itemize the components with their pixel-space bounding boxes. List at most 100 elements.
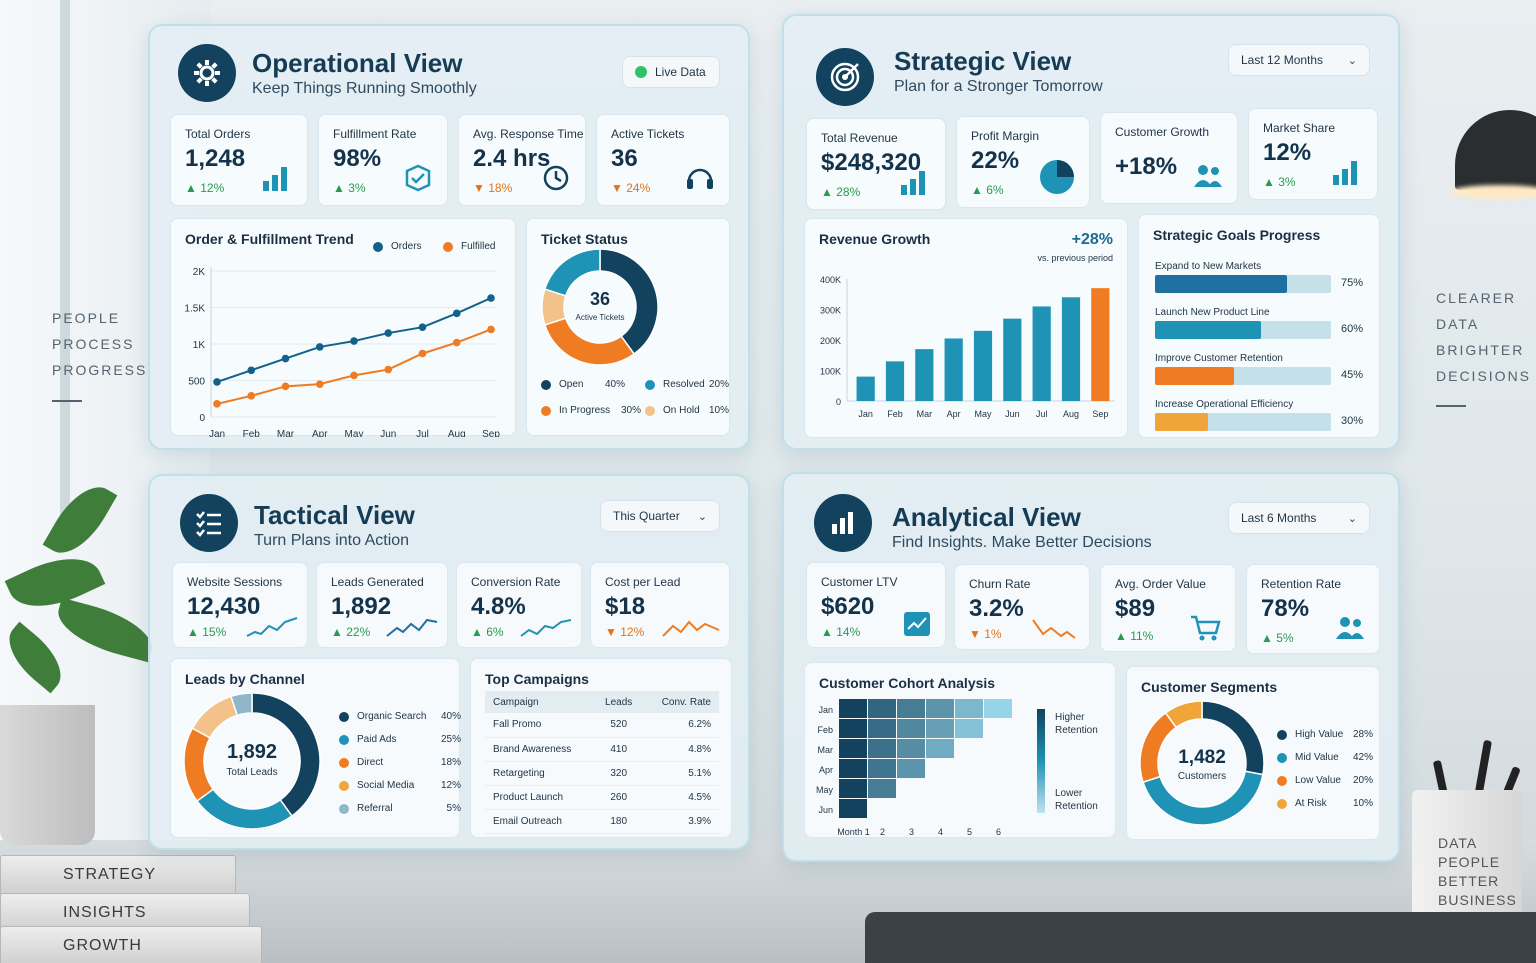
segment-donut-chart [1139, 700, 1265, 826]
table-row[interactable]: Product Launch 260 4.5% [485, 785, 719, 810]
table-row[interactable]: Brand Awareness 410 4.8% [485, 737, 719, 762]
kpi-delta-value: 3% [348, 181, 366, 195]
kpi-card[interactable]: Fulfillment Rate 98% ▲ 3% [318, 114, 448, 206]
legend-dot [373, 241, 383, 252]
side-line: DECISIONS [1436, 368, 1532, 384]
live-data-badge[interactable]: Live Data [622, 56, 720, 88]
donut-center-value: 1,482 [1178, 747, 1226, 768]
kpi-delta-value: 18% [488, 181, 513, 195]
table-cell: Fall Promo [485, 713, 594, 738]
data-point [281, 354, 290, 363]
revenue-bar-chart: 400K 300K 200K 100K 0 Jan Feb Mar Apr May Jun Jul Au… [820, 275, 1115, 419]
kpi-card[interactable]: Website Sessions 12,430 ▲ 15% [172, 562, 308, 648]
legend-orders: Orders [373, 241, 422, 252]
row-label: Mar [818, 745, 834, 755]
kpi-card[interactable]: Total Revenue $248,320 ▲ 28% [806, 118, 946, 210]
kpi-delta: ▲ 22% [331, 625, 371, 639]
strategic-panel: Strategic View Plan for a Stronger Tomor… [782, 14, 1400, 450]
donut-slice [183, 727, 215, 803]
table-row[interactable]: Fall Promo 520 6.2% [485, 713, 719, 738]
table-cell: Brand Awareness [485, 737, 594, 762]
dropdown-label: Last 12 Months [1241, 53, 1324, 67]
legend-dot [339, 803, 349, 814]
donut-center-label: Active Tickets [575, 313, 625, 322]
sparkline-icon [520, 619, 572, 637]
date-range-dropdown[interactable]: Last 6 Months ⌄ [1228, 502, 1370, 534]
kpi-delta-value: 28% [836, 185, 861, 199]
y-tick-label: 500 [188, 377, 205, 388]
panel-title: Operational View [252, 48, 463, 78]
donut-slice [543, 317, 636, 366]
heatmap-cell [839, 739, 867, 758]
y-tick-label: 2K [193, 267, 206, 278]
desk-lamp [1455, 110, 1536, 190]
table-row[interactable]: Email Outreach 180 3.9% [485, 809, 719, 834]
kpi-card[interactable]: Avg. Order Value $89 ▲ 11% [1100, 564, 1236, 652]
panel-subtitle: Keep Things Running Smoothly [252, 80, 477, 97]
kpi-delta: ▲ 28% [821, 185, 861, 199]
kpi-delta: ▼ 24% [611, 181, 651, 195]
kpi-card[interactable]: Customer LTV $620 ▲ 14% [806, 562, 946, 648]
data-point [452, 309, 461, 318]
legend-item: Referral 5% [339, 803, 461, 814]
x-tick-label: Aug [1063, 409, 1079, 419]
book-growth: GROWTH [0, 926, 262, 963]
kpi-card[interactable]: Profit Margin 22% ▲ 6% [956, 116, 1090, 208]
kpi-card[interactable]: Active Tickets 36 ▼ 24% [596, 114, 730, 206]
goal-progress-fill [1155, 275, 1287, 293]
lamp-glow [1450, 185, 1536, 199]
kpi-delta-value: 14% [836, 625, 861, 639]
data-point [418, 323, 427, 332]
date-range-dropdown[interactable]: This Quarter ⌄ [600, 500, 720, 532]
legend-dot [339, 780, 349, 791]
kpi-card[interactable]: Churn Rate 3.2% ▼ 1% [954, 564, 1090, 650]
legend-item: Social Media 12% [339, 780, 461, 791]
table-row[interactable]: Retargeting 320 5.1% [485, 761, 719, 786]
kpi-card[interactable]: Customer Growth +18% [1100, 112, 1238, 204]
kpi-label: Retention Rate [1261, 577, 1342, 591]
legend-dot [1277, 775, 1287, 786]
kpi-card[interactable]: Market Share 12% ▲ 3% [1248, 108, 1378, 200]
kpi-card[interactable]: Avg. Response Time 2.4 hrs ▼ 18% [458, 114, 586, 206]
cup-line: DATA [1438, 835, 1478, 851]
legend-pct: 10% [1352, 798, 1373, 809]
kpi-delta-value: 22% [346, 625, 371, 639]
data-point [350, 337, 358, 345]
legend-pct: 25% [440, 734, 461, 745]
sparkline-icon [1032, 619, 1076, 639]
kpi-card[interactable]: Total Orders 1,248 ▲ 12% [170, 114, 308, 206]
kpi-label: Avg. Response Time [473, 127, 584, 141]
goal-progress-fill [1155, 321, 1261, 339]
x-tick-label: Jul [416, 429, 429, 437]
data-point [487, 325, 495, 334]
laptop [865, 912, 1536, 963]
kpi-card[interactable]: Cost per Lead $18 ▼ 12% [590, 562, 730, 648]
legend-fulfilled: Fulfilled [443, 241, 495, 252]
data-point [452, 338, 461, 347]
kpi-card[interactable]: Retention Rate 78% ▲ 5% [1246, 564, 1380, 654]
top-campaigns-card: Top Campaigns Campaign Leads Conv. Rate … [470, 658, 732, 838]
column-header: Leads [593, 691, 644, 713]
kpi-delta-value: 5% [1276, 631, 1294, 645]
campaigns-table: Campaign Leads Conv. Rate Fall Promo 520 6… [485, 691, 719, 834]
trend-card: Order & Fulfillment Trend Orders Fulfill… [170, 218, 516, 437]
goal-label: Launch New Product Line [1155, 307, 1270, 318]
x-tick-label: Sep [482, 429, 500, 437]
date-range-dropdown[interactable]: Last 12 Months ⌄ [1228, 44, 1370, 76]
kpi-card[interactable]: Leads Generated 1,892 ▲ 22% [316, 562, 448, 648]
kpi-value: $248,320 [821, 149, 922, 176]
y-tick-label: 0 [836, 397, 841, 407]
window-frame [60, 0, 70, 520]
chevron-down-icon: ⌄ [1347, 512, 1357, 525]
heatmap-cell [839, 719, 867, 738]
goal-percent: 75% [1341, 277, 1364, 289]
legend-label: Open [559, 379, 584, 390]
legend-label: Referral [357, 803, 393, 814]
kpi-value: $18 [605, 593, 646, 620]
goal-label: Increase Operational Efficiency [1155, 399, 1294, 410]
kpi-card[interactable]: Conversion Rate 4.8% ▲ 6% [456, 562, 582, 648]
col-label: Month 1 [837, 827, 870, 837]
bar [885, 361, 905, 401]
gear-icon [178, 44, 236, 102]
table-cell: 4.8% [643, 737, 719, 762]
